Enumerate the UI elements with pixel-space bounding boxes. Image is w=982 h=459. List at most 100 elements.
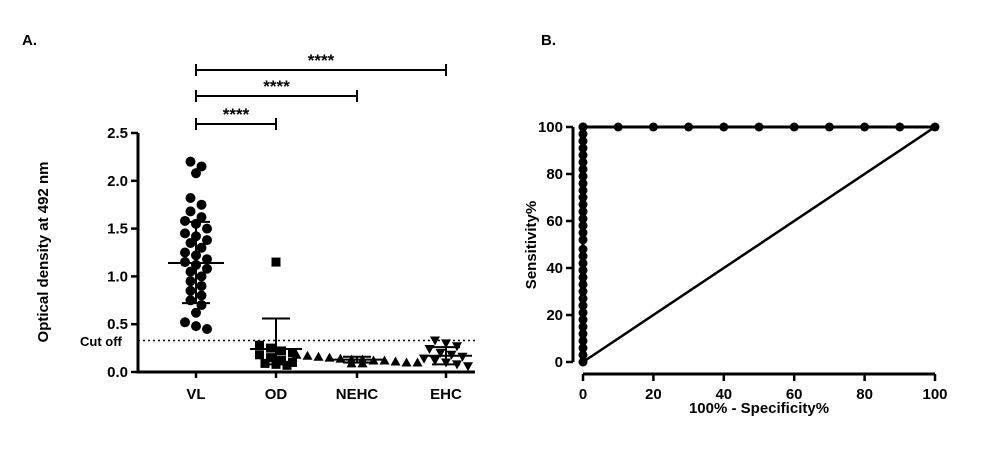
panel-b-y-tick-label: 80 — [546, 166, 563, 183]
roc-point — [578, 185, 588, 195]
roc-point — [648, 122, 658, 132]
data-point — [430, 336, 440, 346]
data-point — [202, 263, 212, 274]
data-point — [185, 285, 196, 296]
group-vl — [168, 156, 224, 334]
data-point — [435, 348, 446, 358]
data-point — [180, 247, 190, 258]
panel-b: B. Sensitivity% 100% - Specificity% 0 20 4… — [523, 32, 948, 417]
data-point — [185, 206, 196, 217]
data-point — [313, 351, 324, 361]
roc-point — [578, 122, 588, 132]
panel-a-y-tick-label: 1.5 — [107, 221, 128, 238]
data-point — [185, 266, 196, 277]
panel-a-y-axis-label: Optical density at 492 nm — [35, 162, 52, 343]
panel-a-y-tick-label: 0.5 — [107, 316, 128, 333]
roc-point — [613, 122, 623, 132]
panel-a-y-tick-label: 2.5 — [107, 125, 128, 142]
cutoff-label: Cut off — [80, 334, 123, 349]
roc-point — [578, 214, 588, 224]
panel-a-x-tick-label: OD — [265, 386, 288, 403]
data-point — [196, 161, 207, 172]
roc-point — [578, 315, 588, 325]
roc-point — [578, 343, 588, 353]
data-point — [419, 354, 429, 364]
panel-b-x-tick-label: 40 — [715, 386, 732, 403]
panel-b-label: B. — [541, 32, 556, 49]
roc-point — [578, 279, 588, 289]
data-point — [379, 355, 390, 365]
data-point — [196, 199, 207, 210]
data-point — [196, 290, 207, 301]
data-point — [288, 357, 297, 367]
panel-b-y-tick-label: 20 — [546, 307, 563, 324]
roc-point — [578, 143, 588, 153]
roc-point — [578, 171, 588, 181]
panel-a-x-tick-label: EHC — [430, 386, 462, 403]
panel-a-y-tick-label: 2.0 — [107, 173, 128, 190]
roc-point — [578, 150, 588, 160]
roc-point — [578, 244, 588, 254]
panel-b-y-tick-label: 40 — [546, 260, 563, 277]
significance-label: **** — [263, 77, 290, 96]
roc-point — [860, 122, 870, 132]
data-point — [180, 317, 190, 328]
data-point — [430, 356, 440, 366]
roc-point — [824, 122, 834, 132]
roc-point — [754, 122, 764, 132]
roc-point — [578, 235, 588, 245]
group-nehc — [291, 349, 423, 368]
panel-a: A. Optical density at 492 nm Cut off 0.0… — [22, 32, 475, 403]
group-ehc — [419, 336, 473, 372]
roc-point — [578, 193, 588, 202]
roc-point — [578, 164, 588, 174]
roc-point — [578, 178, 588, 188]
data-point — [277, 346, 286, 356]
data-point — [180, 228, 190, 239]
panel-a-x-tick-label: VL — [186, 386, 205, 403]
roc-point — [578, 301, 588, 311]
roc-point — [895, 122, 905, 132]
roc-point — [578, 294, 588, 304]
roc-point — [719, 122, 729, 132]
reference-line — [582, 125, 936, 364]
panel-b-x-axis-label: 100% - Specificity% — [689, 400, 829, 417]
data-point — [266, 353, 275, 363]
panel-b-axes: 0 20 40 60 80 100 0 20 40 60 80 100 — [538, 119, 948, 403]
panel-a-axes: 0.0 0.5 1.0 1.5 2.0 2.5 VL OD NEHC EHC — [107, 125, 475, 403]
data-point — [291, 349, 302, 359]
data-point — [191, 168, 201, 179]
data-point — [202, 223, 212, 234]
roc-point — [578, 200, 588, 210]
panel-a-y-tick-label: 0.0 — [107, 364, 128, 381]
roc-point — [578, 308, 588, 318]
data-point — [196, 212, 207, 223]
data-point — [185, 237, 196, 248]
roc-point — [684, 122, 694, 132]
data-point — [202, 254, 212, 265]
roc-point — [578, 350, 588, 360]
data-point — [255, 350, 264, 360]
data-point — [288, 348, 297, 358]
panel-b-y-tick-label: 60 — [546, 213, 563, 230]
data-point — [196, 242, 207, 253]
data-point — [196, 280, 207, 291]
roc-point — [578, 265, 588, 275]
data-point — [185, 276, 196, 287]
panel-b-x-tick-label: 0 — [579, 386, 587, 403]
panel-b-y-tick-label: 0 — [555, 354, 563, 371]
roc-point — [578, 357, 588, 367]
data-point — [390, 356, 401, 366]
roc-point — [578, 322, 588, 332]
roc-point — [578, 272, 588, 282]
roc-point — [578, 258, 588, 268]
roc-point — [578, 336, 588, 346]
panel-a-y-tick-label: 1.0 — [107, 268, 128, 285]
panel-b-x-tick-label: 20 — [645, 386, 662, 403]
data-point — [185, 156, 196, 167]
significance-label: **** — [308, 51, 335, 70]
roc-point — [578, 129, 588, 139]
roc-point — [578, 329, 588, 339]
data-point — [401, 357, 412, 367]
panel-b-x-tick-label: 60 — [786, 386, 803, 403]
